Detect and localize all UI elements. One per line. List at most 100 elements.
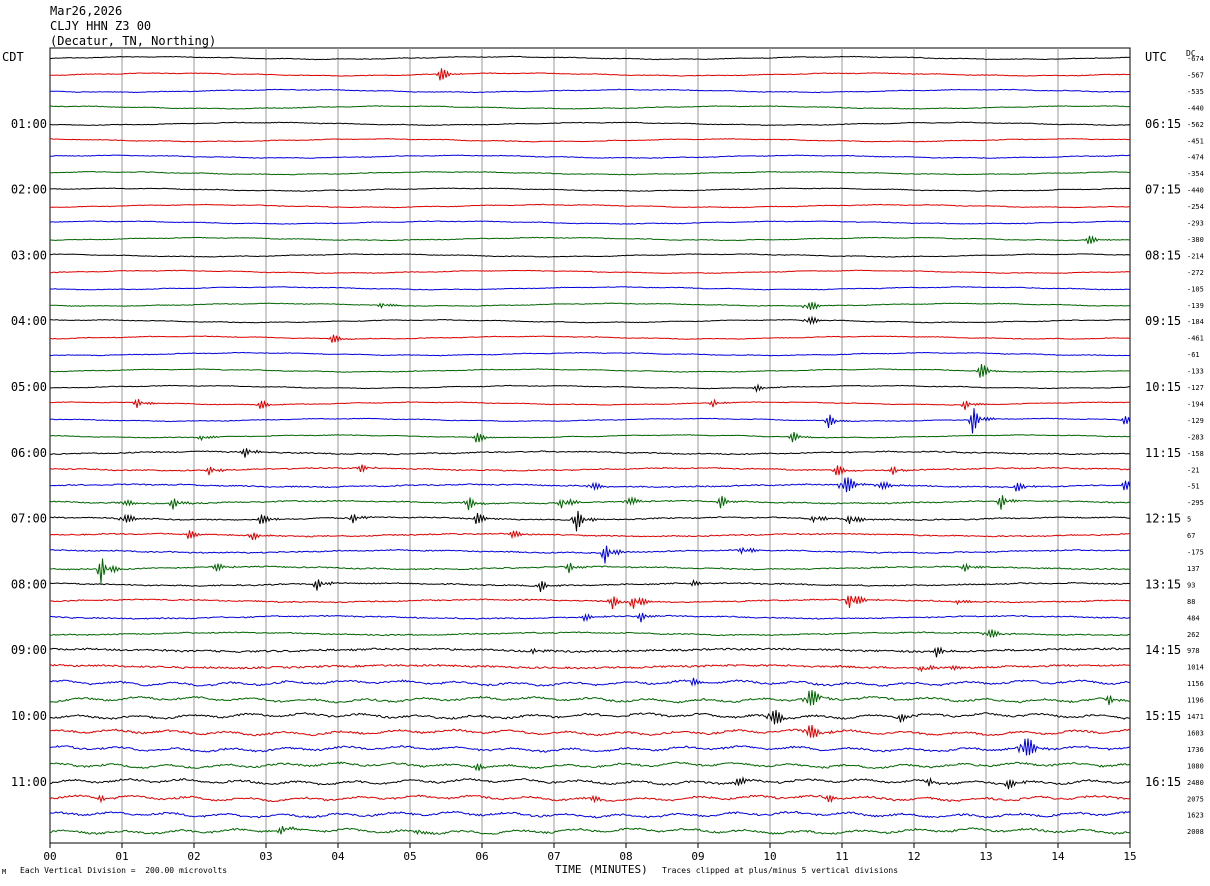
dc-offset-label: 88 [1187,598,1195,606]
dc-offset-label: 5 [1187,516,1191,524]
seismic-trace [49,810,1131,819]
dc-offset-label: 2480 [1187,779,1204,787]
dc-offset-label: 67 [1187,532,1195,540]
seismic-trace [50,88,1131,94]
x-tick-label: 01 [115,850,128,863]
dc-offset-label: 1080 [1187,762,1204,770]
right-time-label: 06:15 [1145,117,1181,131]
header-station: CLJY HHN Z3 00 [50,19,152,33]
x-tick-label: 06 [475,850,488,863]
seismic-trace [49,432,1131,443]
seismic-trace [50,301,1131,311]
seismic-trace [49,235,1130,244]
seismic-trace [49,269,1131,275]
seismic-trace [49,398,1131,410]
left-time-label: 06:00 [11,446,47,460]
seismic-trace [49,383,1131,394]
dc-offset-label: -461 [1187,335,1204,343]
seismic-trace [49,187,1131,192]
seismic-trace [49,595,1131,610]
dc-offset-label: 137 [1187,565,1200,573]
seismic-trace [49,170,1131,176]
header-location: (Decatur, TN, Northing) [50,34,217,48]
seismic-trace [49,105,1130,110]
seismic-trace [49,364,1130,378]
seismic-trace [49,448,1131,458]
corner-mark: M [2,868,7,876]
right-timezone-label: UTC [1145,50,1167,64]
left-time-label: 07:00 [11,512,47,526]
seismic-trace [49,677,1131,687]
dc-offset-label: -535 [1187,88,1204,96]
right-time-label: 13:15 [1145,577,1181,591]
dc-offset-label: -184 [1187,318,1204,326]
seismic-trace [49,464,1131,476]
dc-offset-label: 2008 [1187,828,1204,836]
seismic-trace [49,545,1131,564]
dc-offset-label: 1736 [1187,746,1204,754]
x-tick-label: 02 [187,850,200,863]
seismic-trace [49,646,1131,658]
left-time-label: 04:00 [11,314,47,328]
x-tick-label: 07 [547,850,560,863]
left-time-label: 01:00 [11,117,47,131]
dc-offset-label: -105 [1187,285,1204,293]
x-tick-label: 13 [979,850,992,863]
seismic-trace [49,738,1131,756]
left-time-label: 05:00 [11,380,47,394]
seismic-trace [49,724,1131,738]
dc-offset-label: -175 [1187,549,1204,557]
right-time-label: 11:15 [1145,446,1181,460]
dc-offset-label: -214 [1187,252,1204,260]
seismic-trace [49,55,1131,61]
x-axis-title: TIME (MINUTES) [555,863,648,876]
x-tick-label: 00 [43,850,56,863]
left-time-label: 08:00 [11,577,47,591]
seismic-trace [49,408,1131,434]
left-time-label: 09:00 [11,643,47,657]
dc-offset-label: 1471 [1187,713,1204,721]
dc-offset-label: 93 [1187,581,1195,589]
seismic-trace [49,710,1130,725]
seismic-trace [49,334,1131,343]
dc-offset-label: -127 [1187,384,1204,392]
dc-offset-label: -293 [1187,220,1204,228]
clipping-note: Traces clipped at plus/minus 5 vertical … [662,866,899,875]
seismic-trace [49,351,1131,357]
x-tick-label: 03 [259,850,272,863]
dc-offset-label: -254 [1187,203,1204,211]
x-tick-label: 15 [1123,850,1136,863]
dc-offset-label: 484 [1187,614,1200,622]
dc-offset-label: 1156 [1187,680,1204,688]
seismic-trace [49,477,1131,493]
dc-offset-label: -158 [1187,450,1204,458]
seismic-trace [49,510,1131,532]
dc-offset-label: -139 [1187,302,1204,310]
seismic-trace [49,578,1131,592]
seismic-trace [49,826,1130,836]
seismic-trace [50,68,1131,81]
x-tick-label: 14 [1051,850,1065,863]
header-date: Mar26,2026 [50,4,123,18]
seismic-trace [49,612,1131,623]
plot-frame [49,47,1131,844]
x-tick-label: 12 [907,850,920,863]
x-tick-label: 09 [691,850,704,863]
dc-offset-label: -295 [1187,499,1204,507]
seismic-trace [49,121,1131,127]
seismic-trace [49,628,1131,638]
seismic-trace [49,558,1131,584]
dc-offset-label: 2075 [1187,795,1204,803]
dc-offset-label: -674 [1187,55,1204,63]
seismic-trace [49,220,1131,225]
dc-offset-label: -440 [1187,104,1204,112]
left-time-label: 10:00 [11,709,47,723]
right-time-label: 14:15 [1145,643,1181,657]
dc-offset-label: -133 [1187,368,1204,376]
dc-offset-label: 1603 [1187,729,1204,737]
dc-offset-label: 978 [1187,647,1200,655]
seismic-trace [49,794,1131,804]
seismic-trace [50,138,1130,143]
dc-offset-label: -283 [1187,433,1204,441]
